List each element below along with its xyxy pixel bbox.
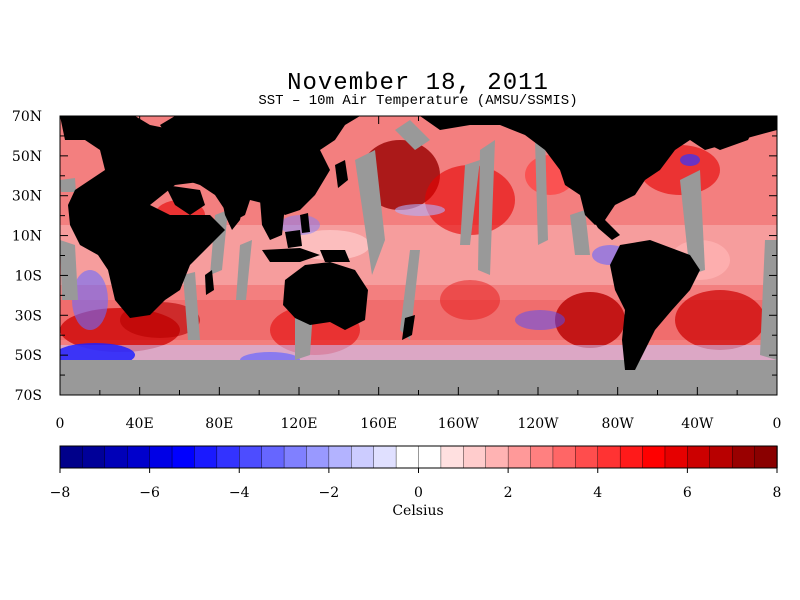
colorbar-box — [59, 445, 84, 469]
colorbar-tick-label: 2 — [504, 485, 513, 501]
colorbar-box — [485, 445, 509, 469]
colorbar-box — [82, 445, 106, 469]
colorbar-box — [709, 445, 733, 469]
colorbar-box — [642, 445, 666, 469]
greenland-landmass — [690, 116, 760, 150]
colorbar-box — [239, 445, 263, 469]
colorbar-box — [351, 445, 375, 469]
latitude-label: 50N — [12, 149, 42, 165]
colorbar-box — [507, 445, 532, 469]
colorbar-box — [328, 445, 352, 469]
indonesia-landmass — [262, 248, 320, 262]
colorbar-box — [261, 445, 285, 469]
longitude-label: 120E — [281, 416, 318, 432]
latitude-label: 70N — [12, 109, 42, 125]
colorbar-box — [619, 445, 644, 469]
colorbar-tick-label: 6 — [683, 485, 692, 501]
latitude-label: 10N — [12, 229, 42, 245]
colorbar-tick-label: 8 — [773, 485, 782, 501]
new-guinea-landmass — [320, 250, 350, 262]
longitude-label: 40E — [126, 416, 154, 432]
colorbar-box — [687, 445, 711, 469]
longitude-ticks — [59, 115, 778, 396]
longitude-label: 40W — [681, 416, 714, 432]
colorbar-box — [283, 445, 308, 469]
longitude-label: 160W — [438, 416, 480, 432]
colorbar-box — [127, 445, 151, 469]
colorbar-ticks: −8 −6 −4 −2 0 2 4 6 8 — [50, 468, 782, 501]
australia-landmass — [283, 262, 368, 330]
indochina-landmass — [260, 200, 285, 240]
japan-landmass — [335, 160, 348, 188]
colorbar-box — [418, 445, 442, 469]
central-america-landmass — [590, 215, 620, 240]
colorbar-box — [216, 445, 240, 469]
longitude-label: 0 — [56, 416, 65, 432]
latitude-labels: 70N 50N 30N 10N 10S 30S 50S 70S — [12, 109, 42, 404]
longitude-label: 0 — [773, 416, 782, 432]
madagascar-landmass — [205, 270, 214, 295]
latitude-label: 50S — [15, 348, 42, 364]
new-zealand-landmass — [402, 315, 415, 340]
longitude-label: 120W — [517, 416, 559, 432]
latitude-label: 70S — [15, 388, 42, 404]
arabia-landmass — [165, 185, 205, 215]
colorbar-box — [463, 445, 487, 469]
map-subtitle: SST – 10m Air Temperature (AMSU/SSMIS) — [258, 93, 578, 109]
asia-landmass — [160, 116, 360, 222]
colorbar-box — [664, 445, 689, 469]
colorbar-tick-label: −4 — [229, 485, 250, 501]
colorbar-tick-label: −2 — [319, 485, 340, 501]
colorbar-box — [373, 445, 397, 469]
philippines-landmass — [300, 213, 310, 233]
colorbar-box — [731, 445, 756, 469]
colorbar-tick-label: −6 — [139, 485, 160, 501]
colorbar-box — [575, 445, 599, 469]
colorbar — [59, 445, 778, 469]
colorbar-box — [194, 445, 218, 469]
latitude-label: 30N — [12, 189, 42, 205]
colorbar-box — [104, 445, 128, 469]
colorbar-unit-label: Celsius — [392, 503, 443, 519]
longitude-label: 160E — [360, 416, 397, 432]
longitude-label: 80E — [205, 416, 233, 432]
colorbar-box — [597, 445, 621, 469]
colorbar-tick-label: 4 — [593, 485, 602, 501]
borneo-landmass — [285, 230, 302, 248]
north-america-landmass — [420, 116, 777, 225]
colorbar-box — [754, 445, 778, 469]
latitude-label: 10S — [15, 268, 42, 284]
latitude-label: 30S — [15, 308, 42, 324]
world-map — [60, 116, 777, 395]
south-america-landmass — [610, 240, 700, 370]
colorbar-box — [149, 445, 173, 469]
colorbar-box — [440, 445, 465, 469]
colorbar-box — [306, 445, 330, 469]
colorbar-tick-label: 0 — [414, 485, 423, 501]
colorbar-box — [395, 445, 420, 469]
longitude-label: 80W — [602, 416, 635, 432]
colorbar-box — [552, 445, 577, 469]
longitude-labels: 0 40E 80E 120E 160E 160W 120W 80W 40W 0 — [56, 416, 782, 432]
colorbar-box — [171, 445, 196, 469]
colorbar-tick-label: −8 — [50, 485, 71, 501]
colorbar-box — [530, 445, 554, 469]
india-landmass — [220, 190, 245, 230]
map-title: November 18, 2011 — [287, 70, 549, 97]
